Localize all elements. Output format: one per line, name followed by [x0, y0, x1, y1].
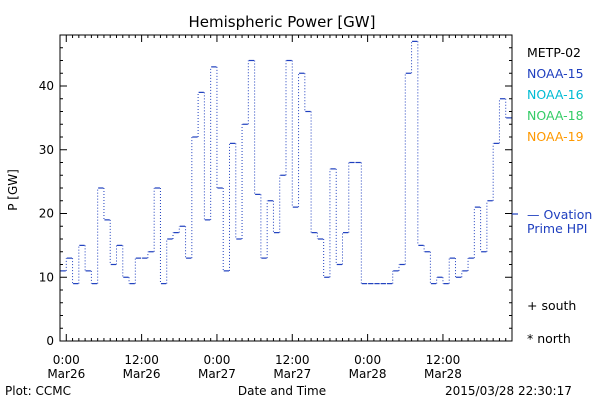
x-tick-date-label: Mar26 — [123, 367, 161, 381]
x-tick-time-label: 0:00 — [53, 353, 80, 367]
x-tick-date-label: Mar28 — [424, 367, 462, 381]
x-tick-time-label: 0:00 — [203, 353, 230, 367]
series-group — [60, 40, 512, 285]
x-tick-date-label: Mar27 — [198, 367, 236, 381]
south-marker-label: + south — [527, 298, 576, 313]
x-axis-label: Date and Time — [238, 384, 326, 398]
north-marker-label: * north — [527, 331, 571, 346]
legend-entry: METP-02 — [527, 45, 581, 60]
x-tick-time-label: 12:00 — [124, 353, 159, 367]
timestamp: 2015/03/28 22:30:17 — [445, 384, 572, 398]
y-tick-label: 10 — [39, 270, 54, 284]
x-tick-time-label: 12:00 — [426, 353, 461, 367]
legend-entry: NOAA-19 — [527, 129, 584, 144]
legend-entry: NOAA-15 — [527, 66, 584, 81]
y-axis: 0 10 20 30 40 — [39, 47, 512, 348]
x-tick-date-label: Mar27 — [273, 367, 311, 381]
x-axis: 0:00Mar2612:00Mar260:00Mar2712:00Mar270:… — [47, 35, 513, 381]
x-tick-time-label: 12:00 — [275, 353, 310, 367]
ovation-label-line1: — Ovation — [527, 207, 592, 222]
legend-entry: NOAA-18 — [527, 108, 584, 123]
plot-source: Plot: CCMC — [5, 384, 71, 398]
y-axis-label: P [GW] — [6, 169, 20, 211]
chart-title: Hemispheric Power [GW] — [189, 13, 376, 31]
y-tick-label: 30 — [39, 143, 54, 157]
legend: METP-02 NOAA-15 NOAA-16 NOAA-18 NOAA-19 — [527, 45, 584, 144]
x-tick-date-label: Mar26 — [47, 367, 85, 381]
y-tick-label: 40 — [39, 79, 54, 93]
ovation-label-line2: Prime HPI — [527, 221, 587, 236]
plot-area — [59, 34, 513, 342]
x-tick-date-label: Mar28 — [349, 367, 387, 381]
x-tick-time-label: 0:00 — [354, 353, 381, 367]
legend-entry: NOAA-16 — [527, 87, 584, 102]
y-tick-label: 0 — [46, 334, 54, 348]
y-tick-label: 20 — [39, 207, 54, 221]
